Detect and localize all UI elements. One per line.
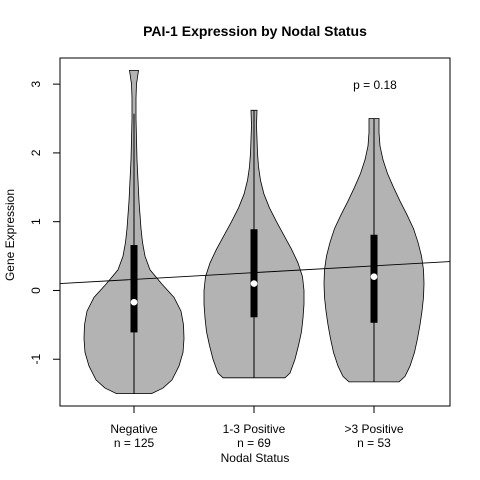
y-tick-label: -1	[29, 354, 43, 365]
trend-line	[59, 261, 451, 285]
violin-median-point	[130, 298, 138, 306]
y-axis-label: Gene Expression	[3, 189, 17, 281]
y-tick-label: 2	[29, 149, 43, 156]
x-tick-n-label: n = 69	[237, 436, 271, 450]
violin-iqr-box	[130, 245, 138, 333]
p-value-annotation: p = 0.18	[353, 78, 397, 92]
violin-median-point	[370, 273, 378, 281]
x-tick-n-label: n = 53	[357, 436, 391, 450]
y-tick-label: 0	[29, 287, 43, 294]
x-axis-label: Nodal Status	[221, 451, 290, 465]
x-tick-n-label: n = 125	[114, 436, 155, 450]
x-tick-label: Negative	[110, 422, 158, 436]
x-tick-label: >3 Positive	[344, 422, 403, 436]
violin-median-point	[250, 280, 258, 287]
chart-title: PAI-1 Expression by Nodal Status	[143, 23, 367, 39]
y-tick-label: 3	[29, 80, 43, 87]
plot-frame	[59, 57, 451, 407]
y-tick-label: 1	[29, 218, 43, 225]
violin-iqr-box	[250, 229, 258, 318]
x-tick-label: 1-3 Positive	[223, 422, 286, 436]
